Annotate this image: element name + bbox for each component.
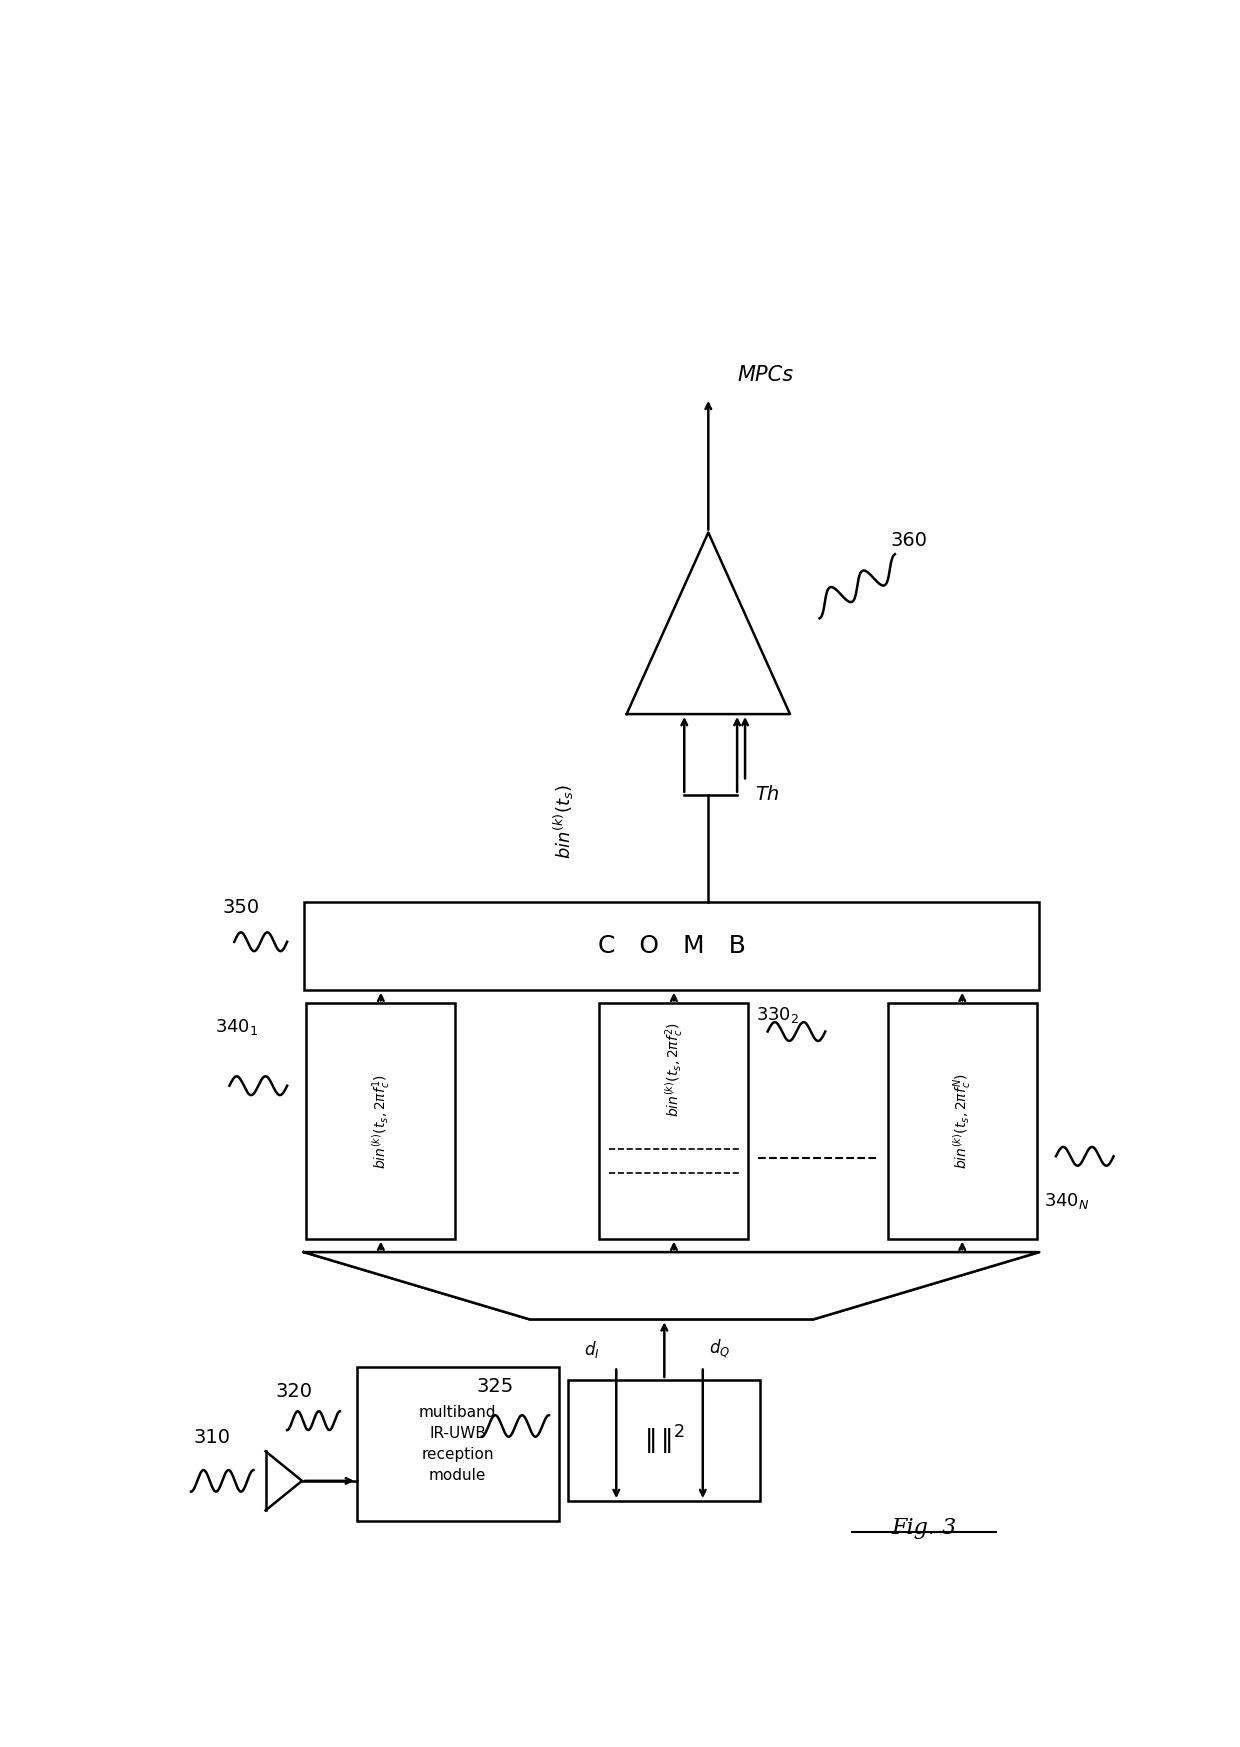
Text: 310: 310 bbox=[193, 1429, 231, 1447]
Text: $340_N$: $340_N$ bbox=[1044, 1191, 1090, 1211]
Text: Fig. 3: Fig. 3 bbox=[892, 1516, 956, 1539]
Text: multiband
IR-UWB
reception
module: multiband IR-UWB reception module bbox=[419, 1405, 496, 1483]
Text: $bin^{(k)}(t_s, 2\pi f_c^1)$: $bin^{(k)}(t_s, 2\pi f_c^1)$ bbox=[370, 1073, 392, 1169]
Text: Th: Th bbox=[755, 786, 779, 804]
Text: $\|\,\|^2$: $\|\,\|^2$ bbox=[644, 1424, 684, 1457]
Text: 360: 360 bbox=[890, 531, 928, 550]
Text: $bin^{(k)}(t_s, 2\pi f_c^N)$: $bin^{(k)}(t_s, 2\pi f_c^N)$ bbox=[951, 1073, 973, 1169]
Text: 350: 350 bbox=[222, 898, 259, 917]
Text: $330_2$: $330_2$ bbox=[756, 1005, 800, 1025]
Text: $340_1$: $340_1$ bbox=[215, 1017, 258, 1036]
Bar bbox=[568, 1380, 760, 1501]
Polygon shape bbox=[626, 533, 790, 715]
Polygon shape bbox=[304, 1253, 1039, 1319]
Bar bbox=[599, 1003, 749, 1239]
Bar bbox=[888, 1003, 1037, 1239]
Text: $d_I$: $d_I$ bbox=[584, 1338, 600, 1359]
Text: $bin^{(k)}(t_s, 2\pi f_c^2)$: $bin^{(k)}(t_s, 2\pi f_c^2)$ bbox=[663, 1022, 684, 1116]
Text: MPCs: MPCs bbox=[737, 365, 794, 384]
Bar bbox=[304, 903, 1039, 991]
Text: 325: 325 bbox=[477, 1377, 515, 1396]
Text: $d_Q$: $d_Q$ bbox=[709, 1336, 730, 1359]
Bar bbox=[306, 1003, 455, 1239]
Text: C   O   M   B: C O M B bbox=[598, 935, 745, 957]
Bar bbox=[357, 1366, 558, 1522]
Text: 320: 320 bbox=[275, 1382, 312, 1401]
Text: $bin^{(k)}(t_s)$: $bin^{(k)}(t_s)$ bbox=[552, 784, 577, 860]
